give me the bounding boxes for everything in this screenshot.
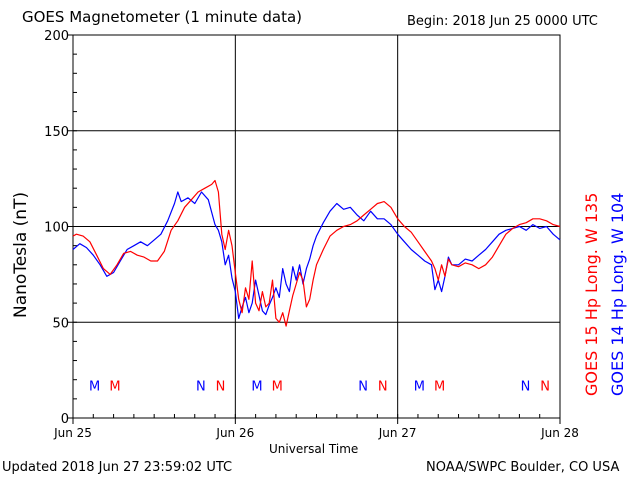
y-axis-label: NanoTesla (nT) — [11, 191, 31, 318]
marker-label: N — [358, 379, 368, 394]
legend-goes14: GOES 14 Hp Long. W 104 — [608, 192, 627, 396]
marker-label: M — [251, 379, 262, 394]
x-tick-label: Jun 27 — [378, 426, 417, 440]
marker-label: M — [109, 379, 120, 394]
marker-label: N — [216, 379, 226, 394]
marker-label: N — [540, 379, 550, 394]
marker-label: M — [434, 379, 445, 394]
legend-goes15: GOES 15 Hp Long. W 135 — [582, 192, 601, 396]
y-tick-label: 0 — [61, 412, 69, 427]
updated-time: Updated 2018 Jun 27 23:59:02 UTC — [2, 460, 233, 475]
x-tick-label: Jun 28 — [540, 426, 579, 440]
marker-label: M — [89, 379, 100, 394]
x-tick-label: Jun 26 — [215, 426, 254, 440]
series-goes14-line — [72, 191, 561, 319]
marker-label: N — [378, 379, 388, 394]
credit-text: NOAA/SWPC Boulder, CO USA — [426, 460, 620, 475]
marker-label: N — [196, 379, 206, 394]
marker-label: M — [414, 379, 425, 394]
series-goes15-line — [72, 179, 561, 327]
x-tick-label: Jun 25 — [53, 426, 92, 440]
y-tick-label: 100 — [44, 221, 69, 236]
marker-label: N — [521, 379, 531, 394]
x-axis-label: Universal Time — [269, 442, 359, 456]
begin-time: Begin: 2018 Jun 25 0000 UTC — [407, 14, 598, 29]
marker-label: M — [272, 379, 283, 394]
y-tick-label: 50 — [52, 316, 69, 331]
y-tick-label: 150 — [44, 125, 69, 140]
y-tick-label: 200 — [44, 29, 69, 44]
chart-title: GOES Magnetometer (1 minute data) — [22, 8, 303, 26]
